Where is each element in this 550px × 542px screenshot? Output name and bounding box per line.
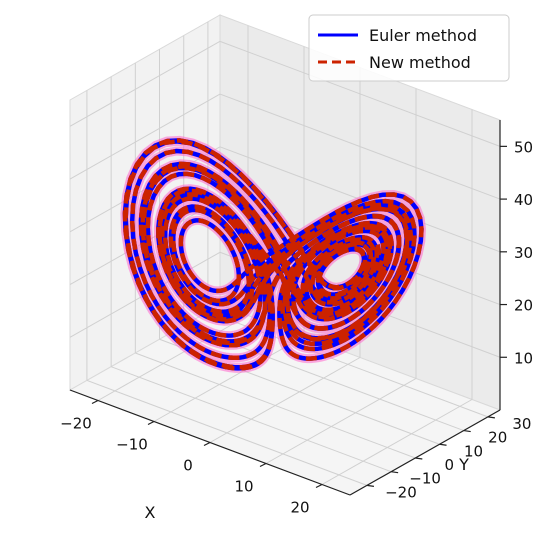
grid-line-x bbox=[265, 378, 417, 464]
legend-box bbox=[308, 14, 510, 82]
grid-line-y bbox=[110, 366, 392, 473]
grid-line-z bbox=[219, 93, 501, 200]
grid-line-x bbox=[209, 357, 361, 443]
x-tick-label: 0 bbox=[183, 457, 193, 475]
y-tick-label: −20 bbox=[385, 483, 417, 501]
y-tick-label: 10 bbox=[464, 442, 483, 460]
x-tick-mark bbox=[259, 462, 267, 468]
y-tick-label: −10 bbox=[409, 470, 441, 488]
y-tick-label: 0 bbox=[445, 456, 455, 474]
y-tick-mark bbox=[487, 416, 495, 419]
y-axis-label: Y bbox=[458, 455, 469, 474]
grid-line-z bbox=[69, 93, 221, 180]
legend-label-euler-method: Euler method bbox=[369, 26, 477, 45]
y-tick-label: 30 bbox=[512, 415, 531, 433]
x-tick-label: 10 bbox=[234, 478, 253, 496]
grid-line-z bbox=[69, 40, 221, 127]
legend-label-new-method: New method bbox=[369, 53, 471, 72]
z-tick-label: 40 bbox=[514, 191, 533, 209]
x-tick-mark bbox=[203, 441, 211, 447]
y-tick-mark bbox=[415, 457, 423, 460]
x-tick-label: −10 bbox=[116, 436, 148, 454]
x-tick-mark bbox=[315, 483, 323, 489]
y-tick-label: 20 bbox=[488, 429, 507, 447]
y-tick-labels: −20−100 10 20 30 bbox=[366, 415, 531, 501]
legend: Euler method New method bbox=[308, 14, 510, 82]
trajectory bbox=[120, 135, 426, 373]
x-tick-labels: −20 −10 0 10 20 bbox=[60, 399, 323, 517]
y-tick-mark bbox=[439, 443, 447, 446]
x-tick-mark bbox=[91, 399, 99, 405]
series-line-new-method bbox=[122, 138, 424, 371]
grid-line-y bbox=[86, 379, 368, 486]
x-tick-label: 20 bbox=[290, 499, 309, 517]
x-tick-label: −20 bbox=[60, 415, 92, 433]
grid-line-z bbox=[219, 40, 501, 147]
grid-line-x bbox=[321, 399, 473, 485]
y-tick-mark bbox=[391, 471, 399, 474]
z-tick-label: 30 bbox=[514, 244, 533, 262]
z-tick-label: 10 bbox=[514, 349, 533, 367]
y-tick-mark bbox=[463, 429, 471, 433]
x-tick-mark bbox=[147, 420, 155, 426]
x-axis-label: X bbox=[145, 503, 156, 522]
grid-line-x bbox=[153, 336, 305, 422]
z-tick-label: 50 bbox=[514, 138, 533, 156]
grid-line-x bbox=[97, 315, 249, 401]
y-axis-line bbox=[349, 409, 501, 496]
z-tick-labels: 10 20 30 40 50 bbox=[500, 138, 533, 367]
y-tick-mark bbox=[366, 484, 375, 487]
z-tick-label: 20 bbox=[514, 297, 533, 315]
grid-line-y bbox=[135, 352, 416, 459]
